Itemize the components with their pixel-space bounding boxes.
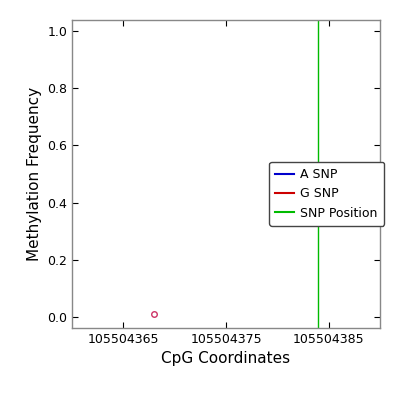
X-axis label: CpG Coordinates: CpG Coordinates [162, 352, 290, 366]
Legend: A SNP, G SNP, SNP Position: A SNP, G SNP, SNP Position [269, 162, 384, 226]
Y-axis label: Methylation Frequency: Methylation Frequency [26, 87, 42, 261]
